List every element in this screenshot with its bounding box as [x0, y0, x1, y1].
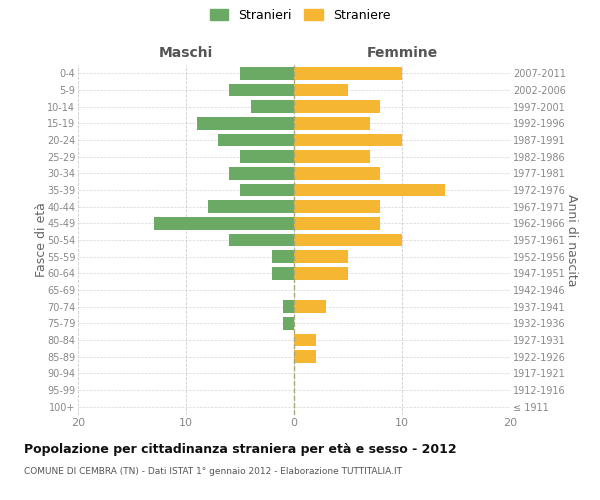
Bar — [240, 184, 294, 196]
Bar — [229, 234, 294, 246]
Bar — [294, 200, 380, 213]
Bar — [294, 267, 348, 280]
Bar — [229, 84, 294, 96]
Text: Femmine: Femmine — [367, 46, 437, 60]
Bar — [197, 117, 294, 130]
Bar — [294, 184, 445, 196]
Bar — [294, 150, 370, 163]
Bar — [294, 334, 316, 346]
Bar — [251, 100, 294, 113]
Bar — [294, 300, 326, 313]
Text: Popolazione per cittadinanza straniera per età e sesso - 2012: Popolazione per cittadinanza straniera p… — [24, 442, 457, 456]
Bar — [294, 84, 348, 96]
Bar — [294, 117, 370, 130]
Legend: Stranieri, Straniere: Stranieri, Straniere — [209, 8, 391, 22]
Bar — [208, 200, 294, 213]
Bar — [294, 350, 316, 363]
Bar — [272, 267, 294, 280]
Bar — [240, 150, 294, 163]
Bar — [283, 300, 294, 313]
Bar — [272, 250, 294, 263]
Bar — [240, 67, 294, 80]
Bar — [294, 217, 380, 230]
Bar — [294, 134, 402, 146]
Bar — [294, 234, 402, 246]
Bar — [294, 167, 380, 179]
Bar — [283, 317, 294, 330]
Bar — [294, 67, 402, 80]
Bar — [154, 217, 294, 230]
Text: COMUNE DI CEMBRA (TN) - Dati ISTAT 1° gennaio 2012 - Elaborazione TUTTITALIA.IT: COMUNE DI CEMBRA (TN) - Dati ISTAT 1° ge… — [24, 468, 402, 476]
Bar — [294, 250, 348, 263]
Y-axis label: Fasce di età: Fasce di età — [35, 202, 48, 278]
Text: Maschi: Maschi — [159, 46, 213, 60]
Bar — [218, 134, 294, 146]
Y-axis label: Anni di nascita: Anni di nascita — [565, 194, 578, 286]
Bar — [294, 100, 380, 113]
Bar — [229, 167, 294, 179]
